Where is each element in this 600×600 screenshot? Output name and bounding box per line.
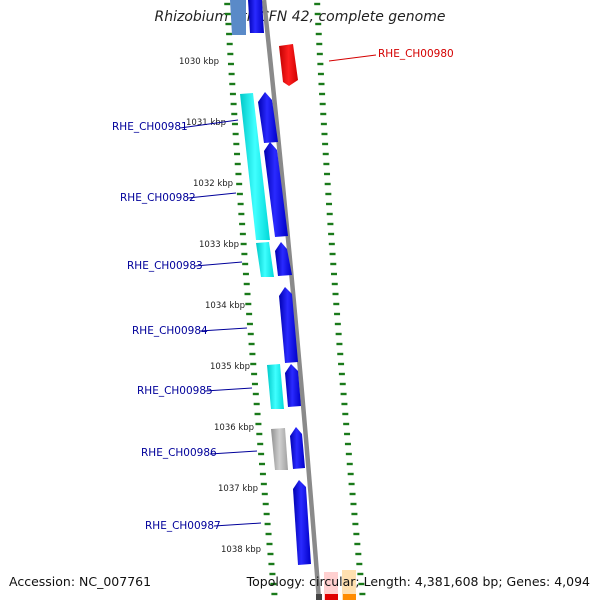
gene-arrow-rhe-ch00982[interactable] [264, 142, 288, 237]
gene-label-rhe-ch00983[interactable]: RHE_CH00983 [127, 260, 203, 272]
gene-label-rhe-ch00985[interactable]: RHE_CH00985 [137, 385, 213, 397]
other-feature-rhe-ch00986 [271, 428, 288, 470]
top-partial-feature [230, 0, 246, 35]
bottom-partial-feature [316, 594, 322, 600]
conserved-block-rhe-ch00983 [256, 242, 274, 277]
gc-dots-right [314, 2, 366, 596]
bottom-partial-feature [342, 570, 356, 600]
gene-arrow-rhe-ch00986[interactable] [290, 427, 305, 469]
kbp-label: 1037 kbp [218, 484, 258, 494]
conserved-block-rhe-ch00981 [240, 93, 270, 240]
leader-line [194, 261, 243, 267]
genome-stats-text: Topology: circular; Length: 4,381,608 bp… [246, 574, 590, 589]
conserved-block-rhe-ch00985 [267, 364, 284, 409]
gene-arrow-rhe-ch00984[interactable] [279, 287, 298, 363]
kbp-label: 1035 kbp [210, 362, 250, 372]
leader-line [187, 192, 237, 199]
kbp-label: 1033 kbp [199, 240, 239, 250]
gene-arrow-rhe-ch00980[interactable] [279, 44, 298, 86]
gene-arrow-rhe-ch00987[interactable] [293, 480, 311, 565]
kbp-label: 1034 kbp [205, 301, 245, 311]
gene-arrow-rhe-ch00983[interactable] [275, 242, 292, 276]
gene-label-rhe-ch00984[interactable]: RHE_CH00984 [132, 325, 208, 337]
leader-line [179, 119, 239, 129]
gene-label-rhe-ch00982[interactable]: RHE_CH00982 [120, 192, 196, 204]
leader-line [204, 387, 253, 392]
leader-line [328, 54, 377, 62]
gene-label-rhe-ch00987[interactable]: RHE_CH00987 [145, 520, 221, 532]
kbp-label: 1036 kbp [214, 423, 254, 433]
gene-label-rhe-ch00986[interactable]: RHE_CH00986 [141, 447, 217, 459]
gene-arrow-rhe-ch00981[interactable] [258, 92, 278, 143]
leader-line [209, 450, 258, 455]
backbone-line [261, 0, 322, 600]
kbp-scale: 1030 kbp 1031 kbp 1032 kbp 1033 kbp 1034… [179, 57, 261, 555]
gene-label-rhe-ch00980[interactable]: RHE_CH00980 [378, 48, 454, 60]
bottom-partial-feature [325, 594, 338, 600]
gene-label-rhe-ch00981[interactable]: RHE_CH00981 [112, 121, 188, 133]
kbp-label: 1031 kbp [186, 118, 226, 128]
kbp-label: 1038 kbp [221, 545, 261, 555]
kbp-label: 1030 kbp [179, 57, 219, 67]
gene-arrow-rhe-ch00985[interactable] [285, 364, 301, 407]
kbp-label: 1032 kbp [193, 179, 233, 189]
gc-dots-left [224, 2, 278, 596]
bottom-partial-feature [343, 594, 356, 600]
top-partial-feature [248, 0, 264, 33]
leader-line [213, 522, 262, 527]
accession-text: Accession: NC_007761 [9, 574, 152, 589]
bottom-partial-feature [324, 572, 338, 600]
leader-line [199, 327, 248, 332]
